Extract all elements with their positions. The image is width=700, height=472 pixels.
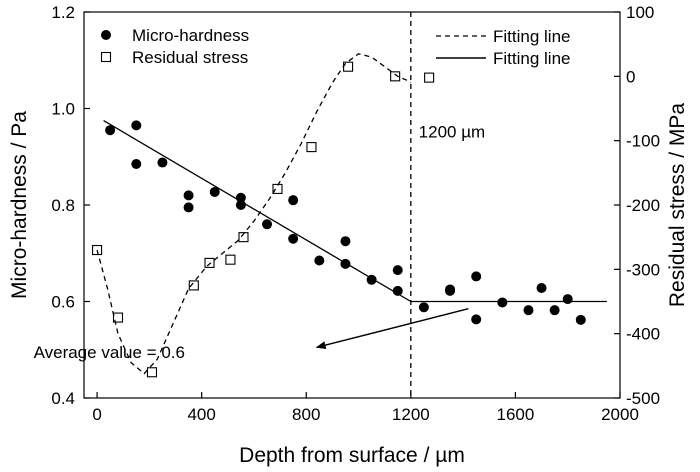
fit-line-solid [103, 120, 607, 303]
hardness-point [562, 294, 573, 305]
hardness-point [549, 305, 560, 316]
y-tick-label: 0.8 [51, 196, 75, 215]
hardness-point [392, 285, 403, 296]
stress-point [112, 312, 124, 323]
x-axis-title: Depth from surface / µm [239, 444, 465, 467]
stress-point [225, 254, 236, 265]
hardness-point [471, 271, 482, 282]
y2-tick-label: -400 [626, 325, 660, 344]
y2-tick-label: -300 [626, 260, 660, 279]
x-tick-label: 0 [92, 405, 101, 424]
stress-point [390, 71, 401, 82]
hardness-point [314, 255, 325, 266]
legend-label-hardness: Micro-hardness [132, 26, 249, 45]
legend-marker-hardness [101, 30, 111, 40]
legend-label-fit-dashed: Fitting line [493, 27, 570, 46]
hardness-point [183, 190, 194, 201]
hardness-point [131, 158, 142, 169]
y2-tick-label: 0 [626, 67, 635, 86]
stress-point [204, 257, 215, 268]
y-tick-label: 1.0 [51, 100, 75, 119]
y2-tick-label: -500 [626, 389, 660, 408]
hardness-point [445, 285, 456, 296]
hardness-point [536, 282, 547, 293]
hardness-point [340, 236, 351, 247]
hardness-point [497, 297, 508, 308]
legend-label-fit-solid: Fitting line [493, 49, 570, 68]
x-tick-label: 800 [292, 405, 320, 424]
y2-tick-label: -200 [626, 196, 660, 215]
y-tick-label: 1.2 [51, 3, 75, 22]
x-tick-label: 1600 [497, 405, 535, 424]
hardness-point [288, 233, 299, 244]
y-tick-label: 0.6 [51, 293, 75, 312]
y2-tick-label: -100 [626, 132, 660, 151]
y2-axis-title: Residual stress / MPa [666, 103, 689, 308]
stress-point [424, 72, 435, 83]
legend-marker-stress [100, 51, 112, 63]
hardness-point [209, 186, 220, 197]
stress-point [238, 232, 249, 243]
stress-point [146, 367, 158, 378]
y2-tick-label: 100 [626, 3, 654, 22]
legend-label-stress: Residual stress [132, 48, 248, 67]
stress-point [272, 183, 283, 194]
hardness-point [131, 120, 142, 131]
x-tick-label: 400 [187, 405, 215, 424]
hardness-point [471, 314, 482, 325]
hardness-point [575, 314, 586, 325]
x-tick-label: 1200 [392, 405, 430, 424]
annotation-average: Average value = 0.6 [34, 343, 185, 362]
hardness-point [105, 125, 116, 136]
stress-point [306, 142, 317, 153]
y-tick-label: 0.4 [51, 389, 75, 408]
hardness-point [288, 195, 299, 206]
hardness-point [418, 302, 429, 313]
y-axis-title: Micro-hardness / Pa [8, 111, 31, 299]
average-arrow [315, 308, 469, 349]
hardness-point [262, 219, 273, 230]
fit-line-dashed [96, 53, 412, 375]
hardness-point [157, 157, 168, 168]
x-tick-label: 2000 [601, 405, 639, 424]
annotation-1200: 1200 µm [419, 122, 486, 141]
hardness-point [392, 265, 403, 276]
stress-point [188, 280, 199, 291]
hardness-point [183, 202, 194, 213]
hardness-point [523, 305, 534, 316]
